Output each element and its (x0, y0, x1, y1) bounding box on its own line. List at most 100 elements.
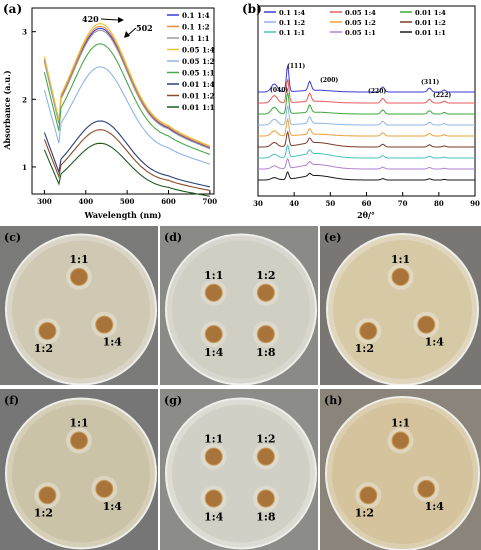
xrd-series-line (258, 170, 475, 181)
legend-label: 0.05 1:1 (345, 29, 376, 37)
plate-panel-letter: (f) (4, 394, 19, 407)
agar-surface (12, 240, 150, 379)
peak-label: (040) (270, 87, 288, 94)
plate-panel-letter: (c) (4, 231, 21, 244)
disc-label: 1:8 (256, 510, 276, 523)
sample-disc (70, 267, 88, 286)
xrd-series-line (258, 143, 475, 159)
legend-label: 0.1 1:1 (182, 34, 210, 43)
disc-label: 1:4 (425, 500, 445, 513)
disc-label: 1:4 (103, 336, 123, 349)
panel-a-xlabel: Wavelength (nm) (84, 210, 162, 220)
y-tick-label: 3 (22, 28, 27, 37)
sample-disc (256, 325, 275, 344)
x-tick-label: 40 (289, 199, 299, 208)
disc-label: 1:4 (204, 346, 224, 359)
peak-label: (111) (287, 63, 305, 70)
disc-label: 1:2 (256, 433, 275, 446)
disc-label: 1:8 (256, 346, 276, 359)
sample-disc (204, 447, 223, 466)
x-tick-label: 700 (203, 197, 218, 206)
disc-label: 1:1 (204, 269, 223, 282)
uv-vis-chart: (a) Absorbance (a.u.) 300 400 500 600 700 1 2… (0, 0, 240, 225)
antibacterial-plate-photo: (f) 1:1 1:2 1:4 (0, 389, 158, 550)
arrowhead-502 (124, 31, 130, 38)
legend-label: 0.05 1:2 (345, 19, 376, 27)
disc-label: 1:2 (256, 269, 275, 282)
legend-label: 0.01 1:4 (415, 9, 446, 17)
sample-disc (417, 479, 436, 498)
plate-panel-letter: (g) (164, 394, 182, 407)
disc-label: 1:4 (204, 510, 224, 523)
sample-disc (359, 486, 378, 505)
arrow-420 (100, 18, 119, 21)
antibacterial-plate-photo: (d) 1:1 1:2 1:4 1:8 (160, 226, 318, 385)
disc-label: 1:2 (355, 342, 374, 355)
x-tick-label: 600 (161, 197, 176, 206)
panel-a-letter: (a) (3, 2, 22, 16)
legend-label: 0.1 1:2 (182, 23, 210, 32)
antibacterial-plate-photo: (g) 1:1 1:2 1:4 1:8 (160, 389, 318, 550)
annotation-502: 502 (136, 23, 153, 33)
legend-label: 0.01 1:1 (182, 103, 215, 112)
sample-disc (391, 267, 410, 286)
plate-panel-letter: (h) (324, 394, 342, 407)
disc-label: 1:1 (69, 417, 88, 430)
disc-label: 1:1 (204, 433, 223, 446)
legend-label: 0.1 1:1 (279, 29, 305, 37)
disc-label: 1:2 (355, 506, 374, 519)
disc-label: 1:4 (103, 500, 123, 513)
arrowhead-420 (118, 17, 124, 23)
x-tick-label: 60 (362, 199, 372, 208)
sample-disc (95, 315, 114, 334)
xrd-series-line (258, 92, 475, 115)
sample-disc (38, 486, 57, 505)
antibacterial-plate-photo: (c) 1:1 1:2 1:4 (0, 226, 158, 385)
sample-disc (204, 325, 223, 344)
xrd-series-line (258, 157, 475, 170)
legend-label: 0.01 1:2 (415, 19, 446, 27)
panel-b-xlabel: 2θ/° (357, 210, 375, 220)
x-tick-label: 300 (37, 197, 52, 206)
uv-series-line (43, 25, 211, 148)
sample-disc (391, 431, 410, 450)
xrd-series-line (258, 130, 475, 148)
uv-series-line (43, 23, 211, 147)
sample-disc (38, 321, 57, 340)
uv-series-line (43, 129, 211, 192)
peak-label: (220) (368, 88, 386, 95)
sample-disc (256, 283, 275, 302)
x-tick-label: 80 (434, 199, 444, 208)
legend-label: 0.01 1:2 (182, 92, 215, 101)
x-tick-label: 400 (78, 197, 93, 206)
x-tick-label: 30 (253, 199, 263, 208)
peak-label: (311) (421, 79, 439, 86)
disc-label: 1:1 (391, 253, 410, 266)
panel-b-letter: (b) (242, 2, 262, 16)
disc-label: 1:2 (34, 342, 53, 355)
xrd-chart: (b) 0.1 1:4 0.05 1:4 0.01 1:4 0.1 1:2 0.05 1… (240, 0, 481, 225)
xrd-series-line (258, 79, 475, 104)
legend-label: 0.05 1:1 (182, 69, 215, 78)
agar-surface (172, 404, 310, 543)
sample-disc (359, 321, 378, 340)
x-tick-label: 90 (470, 199, 480, 208)
disc-label: 1:1 (391, 417, 410, 430)
legend-label: 0.05 1:2 (182, 57, 215, 66)
uv-series-line (43, 142, 210, 197)
disc-label: 1:2 (34, 506, 53, 519)
uv-series-line (43, 27, 211, 149)
antibacterial-plate-photo: (e) 1:1 1:2 1:4 (320, 226, 481, 385)
peak-label: (200) (320, 77, 338, 84)
legend-label: 0.1 1:2 (279, 19, 305, 27)
sample-disc (70, 431, 88, 450)
x-tick-label: 500 (120, 197, 135, 206)
legend-label: 0.01 1:4 (182, 80, 215, 89)
sample-disc (95, 479, 114, 498)
sample-disc (256, 489, 275, 508)
sample-disc (256, 447, 275, 466)
arrow-502 (127, 27, 137, 36)
legend-label: 0.01 1:1 (415, 29, 446, 37)
plate-panel-letter: (e) (324, 231, 341, 244)
agar-surface (172, 240, 310, 379)
